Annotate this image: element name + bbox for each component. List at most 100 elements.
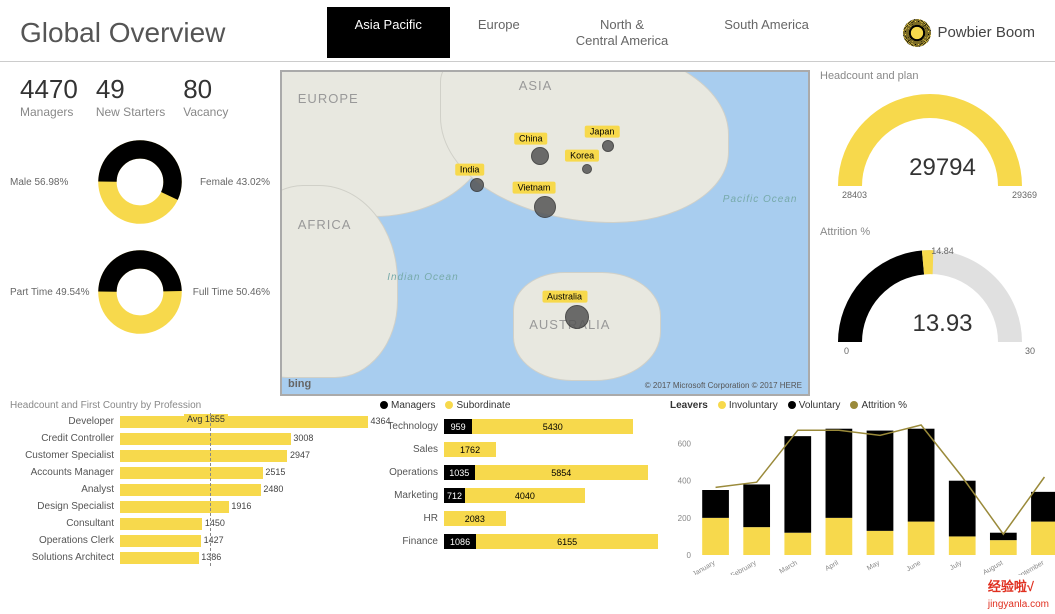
attrition-min: 0 (844, 346, 849, 356)
stack-row: Technology9595430 (380, 415, 660, 438)
main-row: 4470 Managers 49 New Starters 80 Vacancy… (0, 62, 1055, 400)
svg-text:August: August (982, 560, 1004, 575)
bing-logo: bing (288, 378, 311, 390)
tab-nc-america[interactable]: North &Central America (548, 7, 696, 58)
map-point-india[interactable]: India (470, 178, 484, 192)
headcount-gauge: 29794 28403 29369 (820, 86, 1055, 216)
svg-text:200: 200 (678, 514, 692, 523)
bottom-row: Headcount and First Country by Professio… (0, 400, 1055, 600)
map-ocean-pacific: Pacific Ocean (723, 194, 798, 205)
prof-row: Operations Clerk 1427 (10, 532, 370, 549)
time-donut-svg (97, 249, 183, 335)
prof-row: Developer 4364 Avg 1655 (10, 413, 370, 430)
attrition-target: 14.84 (931, 246, 954, 256)
prof-label: Accounts Manager (10, 467, 120, 478)
gender-donut: Male 56.98% Female 43.02% (10, 127, 270, 237)
right-panel: Headcount and plan 29794 28403 29369 Att… (820, 70, 1055, 396)
stack-row: Operations10355854 (380, 461, 660, 484)
stack-row: HR2083 (380, 507, 660, 530)
svg-text:March: March (778, 560, 798, 575)
gender-male-label: Male 56.98% (10, 177, 68, 188)
map-point-australia[interactable]: Australia (565, 305, 589, 329)
map-point-vietnam[interactable]: Vietnam (534, 196, 556, 218)
part-time-label: Part Time 49.54% (10, 287, 89, 298)
map-tag: Vietnam (513, 182, 556, 194)
attrition-value: 13.93 (912, 310, 972, 338)
brand-logo-icon (903, 19, 931, 47)
stacked-chart: Managers Subordinate Technology9595430Sa… (380, 400, 660, 600)
svg-text:June: June (905, 560, 922, 574)
gender-female-label: Female 43.02% (200, 177, 270, 188)
prof-label: Developer (10, 416, 120, 427)
tab-asia-pacific[interactable]: Asia Pacific (327, 7, 450, 58)
prof-row: Solutions Architect 1386 (10, 549, 370, 566)
stack-row: Sales1762 (380, 438, 660, 461)
headcount-min: 28403 (842, 190, 867, 200)
profession-title: Headcount and First Country by Professio… (10, 400, 370, 411)
map-point-japan[interactable]: Japan (602, 140, 614, 152)
map-tag: Australia (542, 290, 587, 302)
svg-text:0: 0 (687, 551, 692, 560)
brand-name: Powbier Boom (937, 24, 1035, 41)
headcount-gauge-title: Headcount and plan (820, 70, 1055, 82)
attrition-max: 30 (1025, 346, 1035, 356)
map-ocean-indian: Indian Ocean (387, 272, 459, 283)
stack-row: Finance10866155 (380, 530, 660, 553)
combo-legend: Leavers Involuntary Voluntary Attrition … (670, 400, 1055, 411)
prof-row: Customer Specialist 2947 (10, 447, 370, 464)
combo-chart: Leavers Involuntary Voluntary Attrition … (670, 400, 1055, 600)
prof-label: Consultant (10, 518, 120, 529)
svg-text:September: September (1012, 559, 1046, 575)
attrition-gauge: 14.84 13.93 0 30 (820, 242, 1055, 372)
stacked-legend: Managers Subordinate (380, 400, 660, 411)
svg-text:July: July (949, 559, 964, 572)
map-region-africa: AFRICA (298, 217, 352, 232)
svg-text:600: 600 (678, 440, 692, 449)
map-tag: Japan (585, 126, 620, 138)
svg-text:May: May (866, 559, 881, 572)
prof-row: Accounts Manager 2515 (10, 464, 370, 481)
prof-label: Customer Specialist (10, 450, 120, 461)
page-title: Global Overview (20, 17, 260, 49)
svg-text:400: 400 (678, 477, 692, 486)
kpi-managers: 4470 Managers (20, 74, 78, 119)
prof-label: Credit Controller (10, 433, 120, 444)
time-donut: Part Time 49.54% Full Time 50.46% (10, 237, 270, 347)
prof-label: Analyst (10, 484, 120, 495)
map-region-asia: ASIA (519, 78, 553, 93)
prof-label: Solutions Architect (10, 552, 120, 563)
prof-row: Consultant 1450 (10, 515, 370, 532)
map-tag: China (514, 132, 548, 144)
prof-label: Design Specialist (10, 501, 120, 512)
tab-europe[interactable]: Europe (450, 7, 548, 58)
stack-row: Marketing7124040 (380, 484, 660, 507)
watermark: 经验啦√ jingyanla.com (988, 576, 1049, 610)
kpi-vacancy: 80 Vacancy (183, 74, 228, 119)
headcount-max: 29369 (1012, 190, 1037, 200)
tab-south-america[interactable]: South America (696, 7, 837, 58)
svg-text:February: February (730, 559, 758, 575)
kpi-new-starters: 49 New Starters (96, 74, 165, 119)
map[interactable]: EUROPE ASIA AFRICA AUSTRALIA Indian Ocea… (280, 70, 810, 396)
map-point-china[interactable]: China (531, 147, 549, 165)
combo-svg: 02004006000510152025JanuaryFebruaryMarch… (670, 415, 1055, 575)
svg-text:January: January (691, 559, 716, 575)
prof-label: Operations Clerk (10, 535, 120, 546)
brand: Powbier Boom (903, 19, 1035, 47)
map-point-korea[interactable]: Korea (582, 164, 592, 174)
map-credit: © 2017 Microsoft Corporation © 2017 HERE (645, 381, 802, 390)
region-tabs: Asia Pacific Europe North &Central Ameri… (260, 7, 903, 58)
attrition-gauge-title: Attrition % (820, 226, 1055, 238)
prof-row: Credit Controller 3008 (10, 430, 370, 447)
map-tag: India (455, 163, 485, 175)
gender-donut-svg (97, 139, 183, 225)
svg-text:April: April (824, 559, 840, 572)
profession-chart: Headcount and First Country by Professio… (10, 400, 370, 600)
prof-row: Analyst 2480 (10, 481, 370, 498)
header: Global Overview Asia Pacific Europe Nort… (0, 0, 1055, 62)
kpi-row: 4470 Managers 49 New Starters 80 Vacancy (10, 70, 270, 127)
left-panel: 4470 Managers 49 New Starters 80 Vacancy… (10, 70, 270, 396)
full-time-label: Full Time 50.46% (193, 287, 270, 298)
map-tag: Korea (565, 149, 599, 161)
map-region-europe: EUROPE (298, 91, 359, 106)
